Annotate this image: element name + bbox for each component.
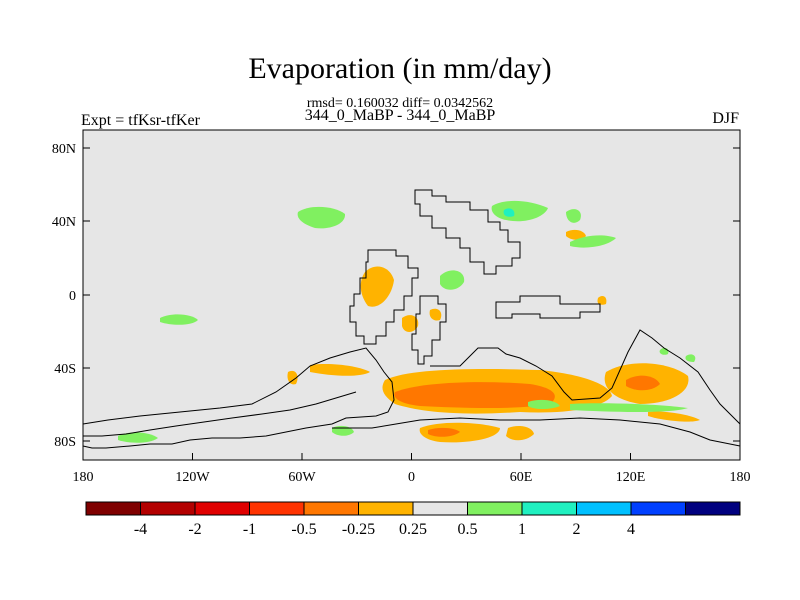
indian-ocean-core bbox=[626, 375, 660, 391]
colorbar-bin bbox=[140, 501, 196, 516]
axis-tick-marks bbox=[82, 147, 741, 460]
continent-outline-antarctic bbox=[332, 417, 741, 447]
pacific-east-dot bbox=[685, 354, 696, 362]
colorbar bbox=[85, 501, 741, 516]
southern-ocean-core bbox=[394, 382, 555, 408]
atlantic-patch-1 bbox=[402, 315, 419, 332]
atlantic-patch-2 bbox=[429, 308, 442, 321]
colorbar-bin bbox=[85, 501, 141, 516]
x-tick-label: 120W bbox=[175, 470, 210, 485]
north-pacific-patch bbox=[297, 206, 346, 229]
x-tick-label: 60W bbox=[288, 470, 316, 485]
x-tick-label: 180 bbox=[73, 470, 94, 485]
colorbar-label: -0.25 bbox=[342, 521, 375, 538]
equatorial-pacific-patch bbox=[160, 314, 198, 325]
stats-line: rmsd= 0.160032 diff= 0.0342562 bbox=[306, 96, 494, 111]
pacific-midlat-patch bbox=[570, 235, 616, 248]
colorbar-bin bbox=[521, 501, 577, 516]
siberia-patch bbox=[491, 200, 548, 222]
continent-outline-south-a bbox=[430, 329, 741, 425]
antarctic-coast-patch bbox=[419, 422, 500, 443]
colorbar-label: -1 bbox=[243, 521, 256, 538]
continent-outline-south-b bbox=[82, 347, 395, 449]
x-tick-label: 180 bbox=[730, 470, 751, 485]
continent-outline-west bbox=[349, 249, 419, 345]
continent-outline-south-c bbox=[83, 391, 357, 437]
colorbar-bin bbox=[412, 501, 468, 516]
y-tick-label: 40N bbox=[52, 215, 76, 230]
coastlines bbox=[82, 189, 741, 449]
continent-outline-africa bbox=[411, 295, 447, 365]
southern-high-lat-strip bbox=[570, 403, 688, 412]
colorbar-bin bbox=[194, 501, 250, 516]
colorbar-bin bbox=[358, 501, 414, 516]
antarctic-patch-2 bbox=[506, 426, 534, 441]
south-atlantic-patch bbox=[310, 363, 370, 376]
season-label: DJF bbox=[712, 110, 739, 127]
antarctic-pacific-patch bbox=[118, 432, 158, 443]
south-america-east-patch bbox=[360, 266, 394, 307]
colorbar-bin bbox=[249, 501, 305, 516]
x-tick-label: 60E bbox=[510, 470, 533, 485]
southern-indian-strip bbox=[528, 399, 560, 409]
y-tick-label: 80S bbox=[54, 435, 76, 450]
y-tick-label: 80N bbox=[52, 142, 76, 157]
colorbar-label: -0.5 bbox=[291, 521, 316, 538]
east-pacific-small-patch bbox=[597, 296, 607, 305]
colorbar-label: -4 bbox=[134, 521, 147, 538]
antarctic-coast-core bbox=[428, 427, 460, 437]
colorbar-label: -2 bbox=[188, 521, 201, 538]
plot-subtitle: 344_0_MaBP - 344_0_MaBP bbox=[304, 107, 496, 124]
colorbar-bin bbox=[467, 501, 523, 516]
pacific-north-east bbox=[566, 209, 581, 223]
continent-outline-north bbox=[414, 189, 521, 275]
colorbar-label: 1 bbox=[518, 521, 526, 538]
north-pacific-patch-east bbox=[566, 229, 586, 240]
x-tick-label: 120E bbox=[616, 470, 646, 485]
colorbar-label: 0.5 bbox=[458, 521, 478, 538]
colorbar-bin bbox=[303, 501, 359, 516]
atlantic-sw-patch bbox=[287, 370, 298, 385]
colorbar-bin bbox=[685, 501, 741, 516]
y-tick-label: 0 bbox=[69, 289, 76, 304]
continent-outline-asia-east bbox=[495, 295, 601, 319]
colorbar-bin bbox=[630, 501, 686, 516]
africa-patch bbox=[440, 270, 465, 290]
positive-anomaly-regions bbox=[118, 200, 696, 443]
colorbar-bin bbox=[576, 501, 632, 516]
colorbar-label: 2 bbox=[573, 521, 581, 538]
colorbar-label: 0.25 bbox=[399, 521, 427, 538]
indian-ocean-east-strip bbox=[648, 411, 700, 422]
siberia-core bbox=[503, 208, 515, 217]
y-tick-label: 40S bbox=[54, 362, 76, 377]
colorbar-label: 4 bbox=[627, 521, 635, 538]
experiment-label: Expt = tfKsr-tfKer bbox=[81, 112, 200, 129]
plot-title: Evaporation (in mm/day) bbox=[248, 52, 552, 85]
x-tick-label: 0 bbox=[408, 470, 415, 485]
